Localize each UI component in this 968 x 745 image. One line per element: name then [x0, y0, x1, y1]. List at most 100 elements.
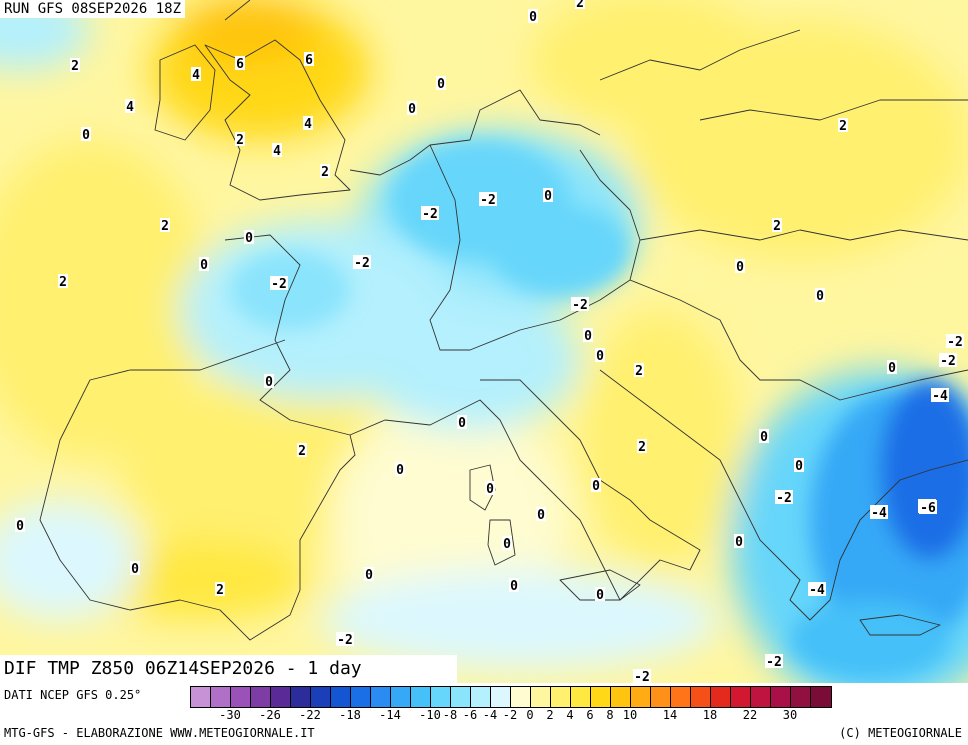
svg-text:-2: -2 [422, 207, 438, 222]
isotherm-label: -6 [919, 500, 937, 516]
legend-swatch [411, 687, 431, 707]
isotherm-label: 0 [364, 567, 374, 583]
isotherm-label: 4 [191, 67, 201, 83]
svg-text:0: 0 [736, 260, 744, 275]
isotherm-label: 0 [734, 534, 744, 550]
isotherm-label: 2 [637, 439, 647, 455]
legend-tick-label: -10 [419, 708, 441, 722]
legend-swatch [771, 687, 791, 707]
legend-swatch [351, 687, 371, 707]
legend-tick-label: -30 [219, 708, 241, 722]
legend-swatch [671, 687, 691, 707]
isotherm-label: 2 [575, 0, 585, 11]
isotherm-label: 0 [815, 288, 825, 304]
svg-text:-2: -2 [480, 193, 496, 208]
legend-swatch [271, 687, 291, 707]
temperature-anomaly-map[interactable]: 0 2 2 4 6 6 4 0 0 0 4 2 4 2 2 2 0 -2 -2 0 0 -2 -2 2 0 2 -2 0 0 -2 0 0 -2… [0, 0, 968, 683]
legend-swatch [811, 687, 831, 707]
legend-tick-label: -26 [259, 708, 281, 722]
isotherm-label: 0 [244, 230, 254, 246]
legend-swatch [571, 687, 591, 707]
legend-tick-label: 6 [586, 708, 594, 722]
legend-tick-label: 10 [622, 708, 638, 722]
svg-text:2: 2 [59, 275, 67, 290]
legend-tick-label: 0 [526, 708, 534, 722]
legend-tick-label: -22 [299, 708, 321, 722]
svg-text:0: 0 [592, 479, 600, 494]
legend-tick-label: 4 [566, 708, 574, 722]
svg-text:-2: -2 [354, 256, 370, 271]
legend-swatch [531, 687, 551, 707]
legend-swatch [711, 687, 731, 707]
isotherm-label: -2 [633, 669, 651, 683]
svg-text:4: 4 [304, 117, 312, 132]
svg-text:2: 2 [216, 583, 224, 598]
svg-text:4: 4 [126, 100, 134, 115]
svg-text:0: 0 [596, 588, 604, 603]
svg-text:0: 0 [795, 459, 803, 474]
isotherm-label: 0 [407, 101, 417, 117]
legend-swatch [291, 687, 311, 707]
svg-text:2: 2 [236, 133, 244, 148]
isotherm-label: 0 [395, 462, 405, 478]
legend-swatch [611, 687, 631, 707]
legend-tick-label: 18 [702, 708, 718, 722]
color-scale [190, 686, 832, 708]
svg-text:2: 2 [635, 364, 643, 379]
isotherm-label: 0 [583, 328, 593, 344]
svg-text:0: 0 [760, 430, 768, 445]
svg-text:2: 2 [773, 219, 781, 234]
isotherm-label: 2 [160, 218, 170, 234]
isotherm-label: -4 [870, 505, 888, 521]
svg-text:0: 0 [245, 231, 253, 246]
svg-text:-2: -2 [572, 298, 588, 313]
isotherm-label: 0 [887, 360, 897, 376]
isotherm-label: 0 [595, 587, 605, 603]
isotherm-label: -2 [336, 632, 354, 648]
isotherm-label: 2 [838, 118, 848, 134]
svg-text:0: 0 [503, 537, 511, 552]
isotherm-label: 0 [485, 481, 495, 497]
legend-swatch [331, 687, 351, 707]
isotherm-label: 2 [772, 218, 782, 234]
isotherm-label: 0 [759, 429, 769, 445]
isotherm-label: 0 [591, 478, 601, 494]
legend-swatch [311, 687, 331, 707]
legend: DATI NCEP GFS 0.25° -30 -26 -22 -18 -14 -10 -8… [0, 683, 968, 745]
svg-text:0: 0 [82, 128, 90, 143]
legend-swatch [691, 687, 711, 707]
svg-text:4: 4 [192, 68, 200, 83]
isotherm-label: 0 [130, 561, 140, 577]
svg-text:-2: -2 [940, 354, 956, 369]
isotherm-label: -2 [946, 334, 964, 350]
legend-tick-label: 22 [742, 708, 758, 722]
isotherm-label: 0 [264, 374, 274, 390]
svg-text:0: 0 [596, 349, 604, 364]
legend-tick-label: 30 [782, 708, 798, 722]
isotherm-label: 6 [235, 56, 245, 72]
legend-swatch [371, 687, 391, 707]
svg-text:2: 2 [161, 219, 169, 234]
isotherm-label: 2 [235, 132, 245, 148]
legend-tick-label: -2 [502, 708, 518, 722]
svg-text:0: 0 [544, 189, 552, 204]
svg-text:0: 0 [486, 482, 494, 497]
legend-tick-label: 14 [662, 708, 678, 722]
isotherm-label: -2 [939, 353, 957, 369]
isotherm-label: 4 [303, 116, 313, 132]
isotherm-label: -2 [571, 297, 589, 313]
legend-swatch [211, 687, 231, 707]
isotherm-label: -4 [931, 388, 949, 404]
isotherm-label: 0 [502, 536, 512, 552]
isotherm-label: 0 [81, 127, 91, 143]
legend-swatch [751, 687, 771, 707]
svg-text:0: 0 [131, 562, 139, 577]
isotherm-label: 0 [735, 259, 745, 275]
legend-swatch [551, 687, 571, 707]
svg-text:0: 0 [200, 258, 208, 273]
legend-swatch [471, 687, 491, 707]
svg-text:2: 2 [638, 440, 646, 455]
isotherm-label: 0 [509, 578, 519, 594]
legend-swatch [191, 687, 211, 707]
svg-text:0: 0 [408, 102, 416, 117]
